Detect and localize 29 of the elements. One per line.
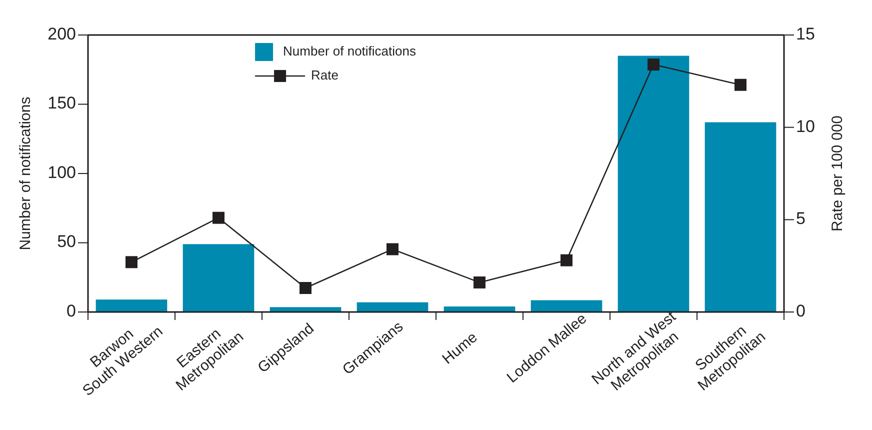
bar [704,122,776,312]
y2-tick-label: 0 [796,301,806,320]
bar [270,307,342,312]
y-tick-label: 100 [48,162,76,182]
y2-axis-title: Rate per 100 000 [829,116,846,232]
point [474,276,486,288]
bar [96,300,168,312]
bar [530,300,602,312]
point [648,58,660,71]
legend-label: Rate [311,67,339,82]
y2-tick-label: 15 [796,24,815,44]
bar [618,56,690,312]
y-tick-label: 150 [48,94,76,113]
y-tick-label: 200 [48,24,76,44]
point [560,254,572,266]
y-tick-label: 50 [57,232,76,252]
point [126,256,138,268]
point [734,78,746,91]
bar [182,244,254,312]
y-axis-title: Number of notifications [17,96,34,250]
y-tick-label: 0 [66,301,76,320]
point [212,212,224,224]
point [300,282,312,294]
bar [356,302,428,312]
bar [444,306,516,312]
y2-tick-label: 10 [796,116,815,136]
point [386,243,398,256]
legend-label: Number of notifications [283,43,416,58]
y2-tick-label: 5 [796,209,806,228]
